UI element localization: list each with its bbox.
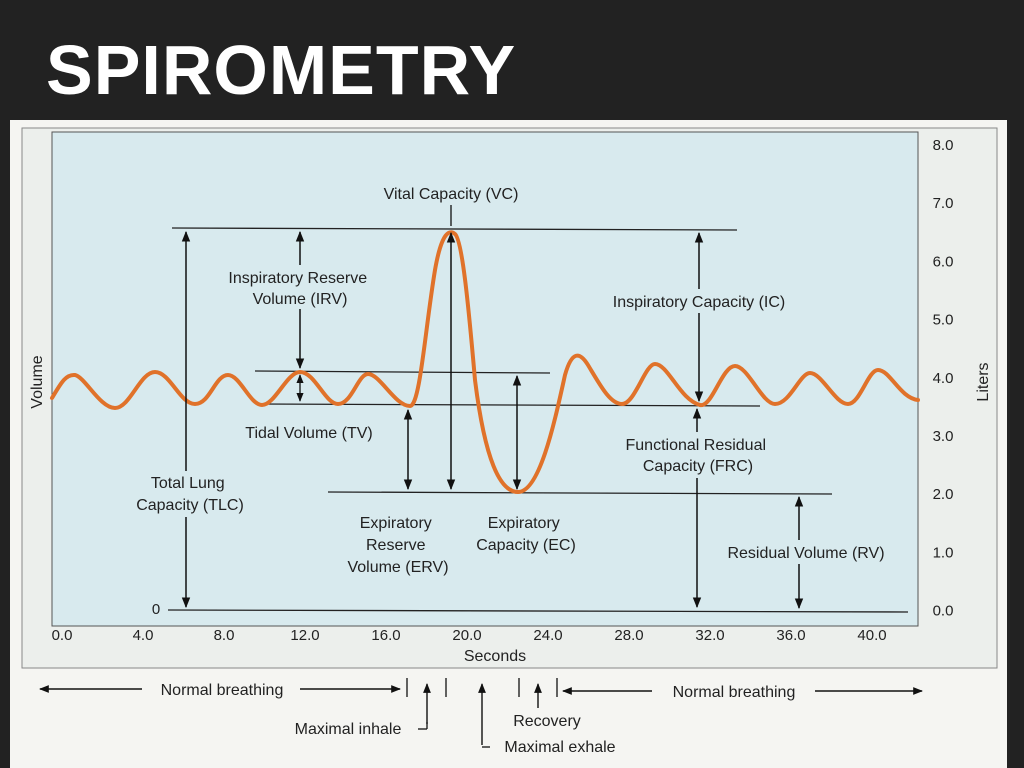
maximal-exhale-label: Maximal exhale <box>504 739 615 756</box>
tlc-label: Total Lung Capacity (TLC) <box>136 475 244 514</box>
erv-label-line2: Reserve <box>366 537 426 554</box>
x-tick-label: 4.0 <box>133 627 154 644</box>
recovery-label: Recovery <box>513 713 581 730</box>
erv-label-line1: Expiratory <box>360 515 432 532</box>
y-axis-left-label: Volume <box>29 355 46 408</box>
erv-label: Expiratory Reserve Volume (ERV) <box>347 515 448 576</box>
tlc-level-line <box>171 227 738 231</box>
tlc-label-bg <box>120 471 260 517</box>
y-axis-ticks: 8.0 7.0 6.0 5.0 4.0 3.0 2.0 1.0 0.0 <box>933 137 954 620</box>
y-tick-label: 4.0 <box>933 370 954 387</box>
spirogram-curve <box>50 230 920 494</box>
rv-level-line <box>327 491 833 495</box>
ec-label-line2: Capacity (EC) <box>476 537 576 554</box>
rv-label-bg <box>708 540 904 564</box>
y-tick-label: 0.0 <box>933 603 954 620</box>
y-tick-label: 1.0 <box>933 544 954 561</box>
x-axis-label: Seconds <box>464 648 526 665</box>
normal-left-label: Normal breathing <box>161 682 284 699</box>
ic-label-bg <box>592 289 806 313</box>
y-tick-label: 6.0 <box>933 253 954 270</box>
irv-label-line2: Volume (IRV) <box>253 291 348 308</box>
x-tick-label: 32.0 <box>695 627 724 644</box>
irv-label-bg <box>214 265 388 309</box>
x-tick-label: 16.0 <box>371 627 400 644</box>
ec-label: Expiratory Capacity (EC) <box>476 515 576 554</box>
x-tick-label: 40.0 <box>857 627 886 644</box>
zero-level-line <box>167 609 909 613</box>
tv-label: Tidal Volume (TV) <box>245 425 372 442</box>
x-tick-label: 28.0 <box>614 627 643 644</box>
zero-baseline-label: 0 <box>152 601 160 618</box>
rv-label: Residual Volume (RV) <box>727 545 884 562</box>
ec-label-line1: Expiratory <box>488 515 560 532</box>
x-tick-label: 12.0 <box>290 627 319 644</box>
x-tick-label: 20.0 <box>452 627 481 644</box>
y-tick-label: 2.0 <box>933 486 954 503</box>
vc-label: Vital Capacity (VC) <box>384 186 519 203</box>
tlc-label-line2: Capacity (TLC) <box>136 497 244 514</box>
normal-right-label: Normal breathing <box>673 684 796 701</box>
erv-label-line3: Volume (ERV) <box>347 559 448 576</box>
frc-label: Functional Residual Capacity (FRC) <box>626 437 771 475</box>
ic-label: Inspiratory Capacity (IC) <box>613 294 786 311</box>
y-tick-label: 8.0 <box>933 137 954 154</box>
y-axis-right-label: Liters <box>975 362 992 401</box>
y-tick-label: 3.0 <box>933 428 954 445</box>
frc-label-line2: Capacity (FRC) <box>643 458 753 475</box>
x-tick-label: 8.0 <box>214 627 235 644</box>
tlc-label-line1: Total Lung <box>151 475 225 492</box>
irv-label-line1: Inspiratory Reserve <box>228 270 367 287</box>
y-tick-label: 7.0 <box>933 195 954 212</box>
x-tick-label: 36.0 <box>776 627 805 644</box>
frc-label-line1: Functional Residual <box>626 437 767 454</box>
y-tick-label: 5.0 <box>933 312 954 329</box>
x-tick-label: 24.0 <box>533 627 562 644</box>
maximal-inhale-label: Maximal inhale <box>295 721 402 738</box>
x-axis-ticks: 0.0 4.0 8.0 12.0 16.0 20.0 24.0 28.0 32.0 36.0 40.… <box>52 627 887 644</box>
x-tick-label: 0.0 <box>52 627 73 644</box>
slide-title: SPIROMETRY <box>46 31 517 109</box>
frc-label-bg <box>610 432 786 478</box>
irv-label: Inspiratory Reserve Volume (IRV) <box>228 270 371 308</box>
